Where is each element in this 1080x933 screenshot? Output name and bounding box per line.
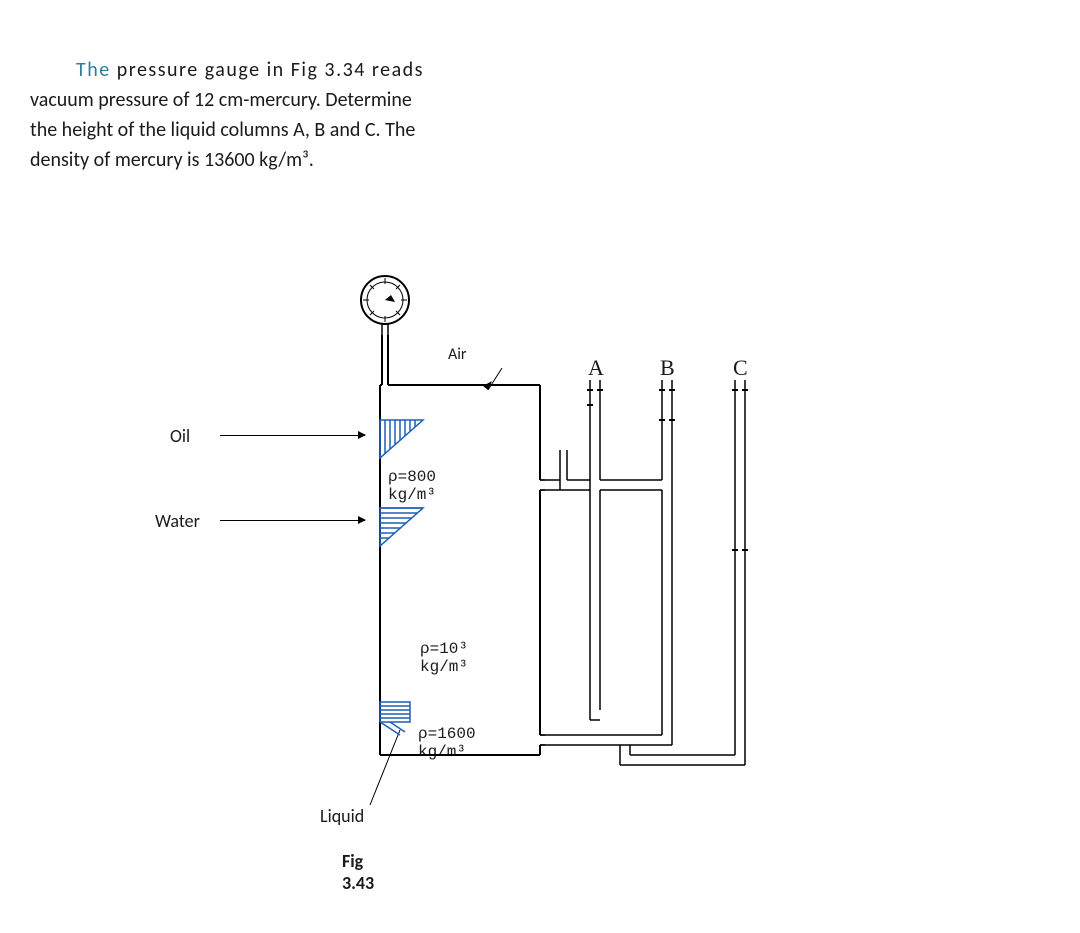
main-tank: [375, 330, 545, 760]
arrow-water: [220, 520, 365, 521]
oil-surface: [380, 420, 423, 458]
problem-text: The pressure gauge in Fig 3.34 reads vac…: [30, 55, 480, 175]
tubes: [540, 330, 790, 770]
water-surface: [380, 508, 423, 546]
line4: density of mercury is 13600 kg/m³.: [30, 145, 480, 175]
line2: vacuum pressure of 12 cm-mercury. Determ…: [30, 85, 480, 115]
first-word: The: [76, 58, 111, 82]
label-water: Water: [155, 510, 200, 532]
label-oil: Oil: [170, 425, 190, 447]
liquid-surface: [380, 702, 410, 735]
fig-caption: Fig 3.43: [342, 850, 374, 894]
line1-rest: pressure gauge in Fig 3.34 reads: [111, 58, 424, 82]
line3: the height of the liquid columns A, B an…: [30, 115, 480, 145]
arrow-oil: [220, 435, 365, 436]
